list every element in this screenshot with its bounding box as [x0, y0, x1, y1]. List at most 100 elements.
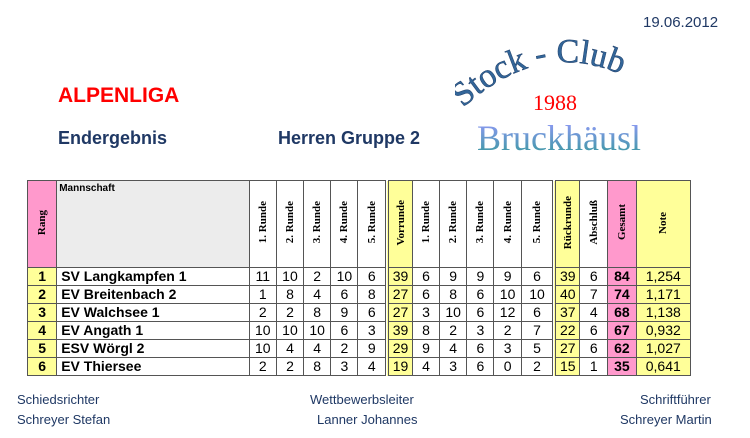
table-cell: 84	[607, 267, 637, 286]
table-cell: 39	[386, 267, 413, 286]
column-header: 5. Runde	[357, 180, 390, 268]
table-row: 2 EV Breitenbach 2 1 8 4 6 8 27 6 8 6 10 10 40 7 74 1,17…	[26, 285, 692, 304]
table-cell: 10	[275, 321, 305, 340]
table-cell: 6	[357, 267, 390, 286]
column-header-label: 4. Runde	[501, 201, 514, 244]
table-cell: 3	[466, 321, 495, 340]
table-cell: 6	[579, 321, 609, 340]
column-header: Rückrunde	[553, 180, 581, 268]
table-cell: 4	[303, 339, 332, 358]
column-header: Rang	[26, 180, 58, 268]
table-cell: 4	[411, 357, 441, 376]
table-cell: 19	[386, 357, 413, 376]
table-cell: 6	[579, 267, 609, 286]
table-cell: 6	[466, 303, 495, 322]
table-cell: 10	[248, 321, 277, 340]
svg-text:Bruckhäusl: Bruckhäusl	[477, 118, 641, 158]
column-header-label: Mannschaft	[59, 183, 115, 194]
table-cell: 39	[553, 267, 581, 286]
table-cell: 8	[411, 321, 441, 340]
secretary-name: Schreyer Martin	[620, 412, 712, 427]
table-cell: 2	[275, 303, 305, 322]
table-cell: 3	[411, 303, 441, 322]
column-header: 1. Runde	[248, 180, 277, 268]
table-cell: 11	[248, 267, 277, 286]
column-header: 3. Runde	[303, 180, 332, 268]
column-header-label: 3. Runde	[311, 201, 324, 244]
table-cell: 10	[303, 321, 332, 340]
column-header: Gesamt	[607, 180, 637, 268]
table-cell: 27	[386, 285, 413, 304]
column-header-label: 4. Runde	[338, 201, 351, 244]
table-cell: 9	[493, 267, 522, 286]
table-cell: 10	[439, 303, 468, 322]
table-cell: 10	[248, 339, 277, 358]
table-cell: 6	[411, 285, 441, 304]
column-header: 4. Runde	[330, 180, 359, 268]
column-header: Mannschaft	[56, 180, 250, 268]
table-cell: 8	[357, 285, 390, 304]
table-row: 4 EV Angath 1 10 10 10 6 3 39 8 2 3 2 7 22 6 67 0,932	[26, 321, 692, 340]
column-header-label: Note	[657, 211, 670, 234]
table-cell: 10	[520, 285, 557, 304]
column-header: 3. Runde	[466, 180, 495, 268]
table-cell: 2	[248, 303, 277, 322]
svg-text:1988: 1988	[533, 90, 577, 115]
table-cell: 2	[520, 357, 557, 376]
column-header-label: 1. Runde	[256, 201, 269, 244]
team-name: EV Thiersee	[56, 357, 250, 376]
column-header-label: 2. Runde	[447, 201, 460, 244]
table-cell: 2	[439, 321, 468, 340]
table-cell: 2	[248, 357, 277, 376]
table-cell: 67	[607, 321, 637, 340]
table-cell: 4	[357, 357, 390, 376]
team-name: ESV Wörgl 2	[56, 339, 250, 358]
date: 19.06.2012	[643, 14, 719, 31]
table-cell: 8	[439, 285, 468, 304]
table-cell: 1	[579, 357, 609, 376]
column-header: 2. Runde	[439, 180, 468, 268]
table-cell: 0	[493, 357, 522, 376]
table-row: 1 SV Langkampfen 1 11 10 2 10 6 39 6 9 9 9 6 39 6 84 1,2…	[26, 267, 692, 286]
table-row: 3 EV Walchsee 1 2 2 8 9 6 27 3 10 6 12 6 37 4 68 1,138	[26, 303, 692, 322]
director-name: Lanner Johannes	[317, 412, 418, 427]
table-cell: 15	[553, 357, 581, 376]
table-cell: 5	[520, 339, 557, 358]
secretary-label: Schriftführer	[640, 392, 711, 407]
table-cell: 6	[579, 339, 609, 358]
team-name: EV Walchsee 1	[56, 303, 250, 322]
table-cell: 10	[275, 267, 305, 286]
table-row: 6 EV Thiersee 2 2 8 3 4 19 4 3 6 0 2 15 1 35 0,641	[26, 357, 692, 376]
column-header: 1. Runde	[411, 180, 441, 268]
table-cell: 3	[493, 339, 522, 358]
table-cell: 22	[553, 321, 581, 340]
table-cell: 1	[248, 285, 277, 304]
column-header-label: Rang	[36, 209, 49, 236]
table-cell: 4	[275, 339, 305, 358]
table-cell: 3	[439, 357, 468, 376]
column-header: Abschluß	[579, 180, 609, 268]
table-cell: 29	[386, 339, 413, 358]
director-label: Wettbewerbsleiter	[310, 392, 414, 407]
table-row: 5 ESV Wörgl 2 10 4 4 2 9 29 9 4 6 3 5 27 6 62 1,027	[26, 339, 692, 358]
table-cell: 6	[466, 357, 495, 376]
table-cell: 6	[466, 339, 495, 358]
table-cell: 4	[303, 285, 332, 304]
table-cell: 9	[330, 303, 359, 322]
column-header: 5. Runde	[520, 180, 557, 268]
table-cell: 3	[357, 321, 390, 340]
table-cell: 6	[520, 267, 557, 286]
table-cell: 6	[357, 303, 390, 322]
column-header-label: 2. Runde	[283, 201, 296, 244]
league-title: ALPENLIGA	[58, 84, 180, 107]
table-cell: 3	[330, 357, 359, 376]
table-cell: 6	[520, 303, 557, 322]
column-header-label: Rückrunde	[561, 195, 574, 250]
table-cell: 6	[466, 285, 495, 304]
table-cell: 39	[386, 321, 413, 340]
table-cell: 62	[607, 339, 637, 358]
team-name: EV Angath 1	[56, 321, 250, 340]
column-header: 2. Runde	[275, 180, 305, 268]
table-cell: 2	[493, 321, 522, 340]
table-cell: 9	[466, 267, 495, 286]
